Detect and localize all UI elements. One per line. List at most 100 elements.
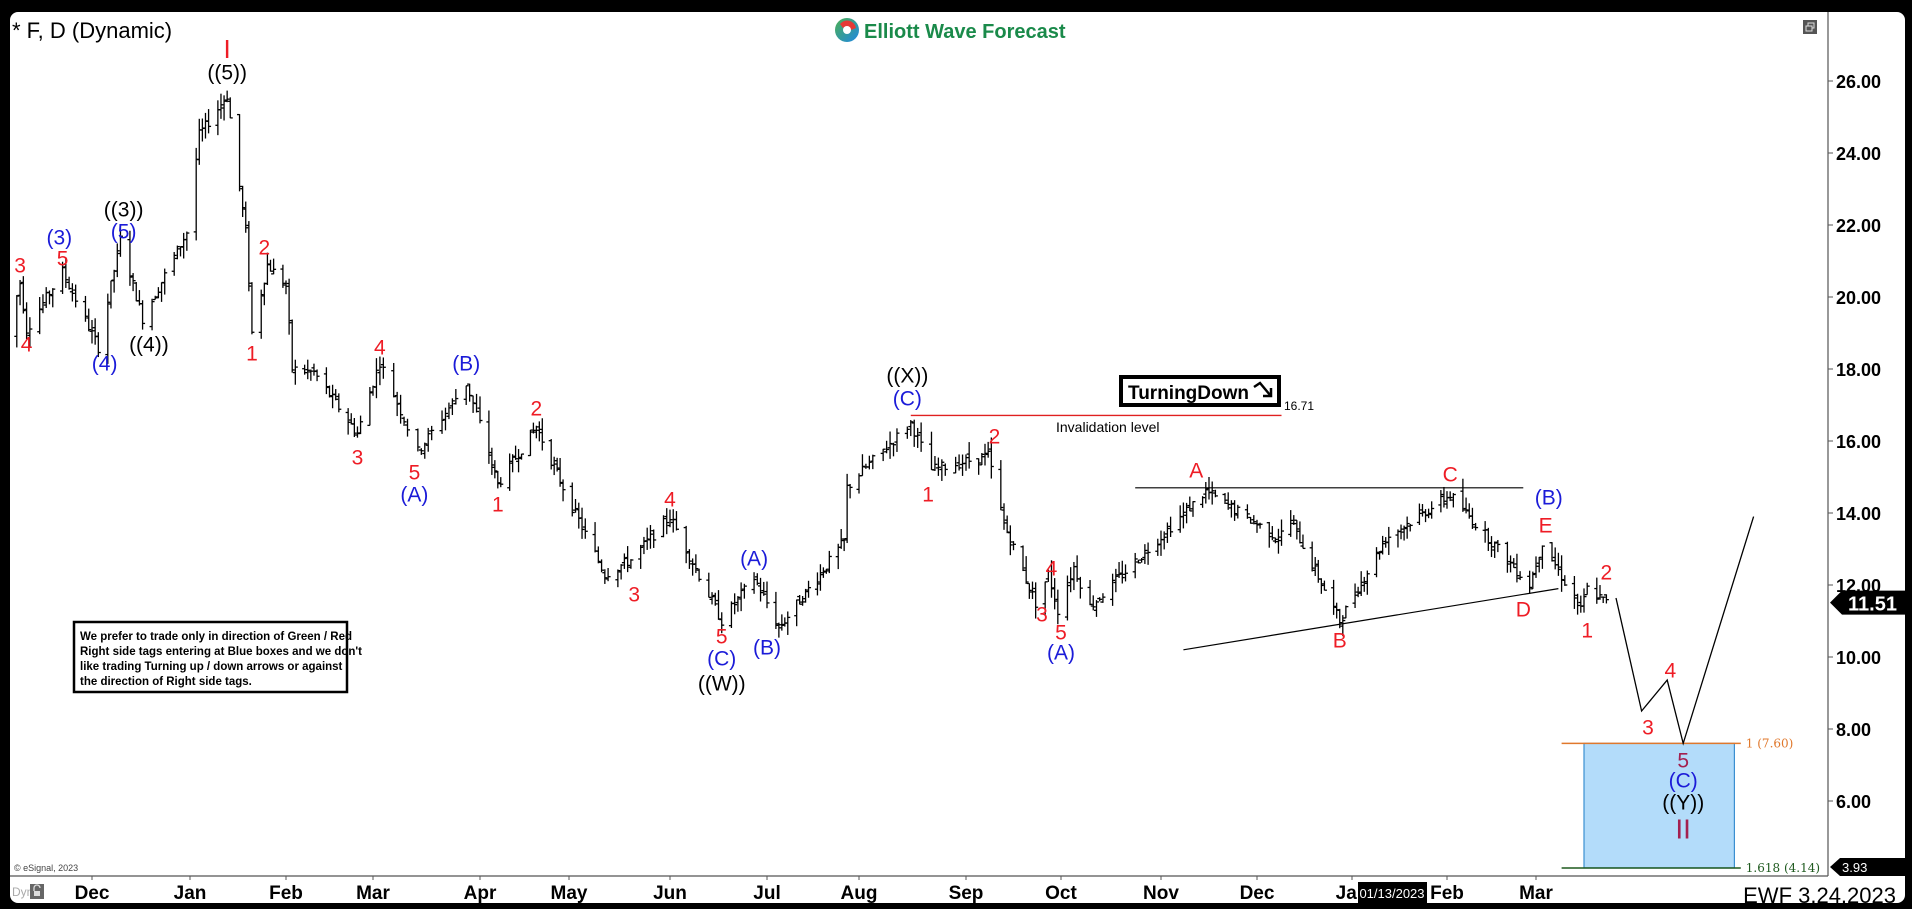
month-label: Feb — [269, 883, 303, 904]
dyn-label[interactable]: Dyn — [12, 885, 33, 899]
price-bar — [415, 428, 421, 452]
price-bar — [1321, 580, 1327, 591]
month-label: Oct — [1045, 883, 1077, 904]
scale-low-value: 3.93 — [1842, 860, 1867, 875]
price-bar — [625, 546, 631, 573]
price-tick-label: 14.00 — [1836, 504, 1881, 524]
wave-label: 3 — [1642, 716, 1654, 739]
price-bar — [985, 441, 991, 458]
price-bar — [1113, 568, 1119, 593]
price-bar — [880, 448, 886, 462]
price-bar — [754, 573, 760, 586]
price-bar — [915, 427, 921, 448]
price-bar — [1441, 486, 1447, 508]
price-bar — [1600, 596, 1606, 604]
price-bar — [1212, 489, 1218, 498]
time-axis[interactable]: Dec Jan Feb Mar Apr May Jun Jul Aug Sep Oct Nov Dec J… — [75, 876, 1554, 904]
price-bar — [1597, 585, 1603, 600]
price-bar — [227, 97, 233, 119]
price-bar — [1407, 523, 1413, 532]
price-bar — [1489, 536, 1494, 558]
price-bar — [1087, 580, 1093, 606]
wave-label: 3 — [14, 255, 26, 278]
price-bar — [1110, 573, 1116, 606]
price-bar — [1123, 564, 1129, 582]
price-bar — [114, 243, 120, 278]
wave-label: 5 — [57, 247, 69, 270]
price-bar — [696, 568, 702, 582]
price-bar — [449, 398, 455, 416]
month-label: Jul — [753, 883, 780, 904]
price-tick-label: 8.00 — [1836, 720, 1871, 740]
price-bar — [557, 458, 563, 487]
month-label: Jan — [174, 883, 207, 904]
price-bar — [1401, 525, 1407, 541]
price-bar — [806, 580, 812, 598]
month-label: Feb — [1430, 883, 1464, 904]
price-bar — [820, 567, 826, 578]
price-bar — [510, 454, 516, 473]
price-bar — [595, 546, 601, 564]
month-label: Jun — [653, 883, 687, 904]
price-bar — [367, 387, 373, 427]
price-bar — [82, 295, 88, 322]
price-bar — [686, 549, 692, 569]
lock-icon[interactable] — [30, 884, 44, 899]
wave-label: 2 — [989, 426, 1001, 449]
wave-label: (B) — [753, 637, 781, 660]
price-bar — [719, 612, 725, 634]
price-bar — [826, 550, 832, 574]
price-bar — [817, 564, 823, 591]
price-bar — [401, 416, 407, 426]
price-bar — [764, 581, 770, 609]
price-bar — [963, 454, 969, 471]
price-bar — [221, 95, 227, 121]
price-bar — [477, 396, 483, 424]
wave-label: (A) — [400, 484, 428, 507]
price-bar — [554, 457, 560, 472]
price-bar — [1312, 557, 1318, 576]
price-bar — [797, 594, 803, 605]
price-bar — [647, 525, 653, 549]
price-bar — [489, 447, 495, 475]
price-bar — [391, 362, 397, 398]
price-bar — [292, 359, 298, 385]
price-bar — [1355, 586, 1361, 598]
price-bar — [1361, 576, 1367, 592]
price-bar — [1135, 559, 1141, 564]
price-bar — [1581, 588, 1587, 613]
price-bar — [1331, 579, 1337, 615]
price-axis[interactable]: 6.008.0010.0012.0014.0016.0018.0020.0022… — [1828, 72, 1905, 876]
wave-label: ((5)) — [207, 62, 247, 85]
price-bar — [60, 261, 66, 294]
blue-target-box — [1583, 742, 1735, 869]
turning-down-label: TurningDown — [1128, 383, 1249, 404]
price-bar — [1555, 552, 1561, 576]
price-bar — [1559, 555, 1565, 592]
logo: Elliott Wave Forecast — [835, 18, 1066, 43]
price-bar — [894, 428, 900, 452]
price-bar — [1429, 501, 1435, 519]
price-bar — [130, 273, 136, 292]
price-bar — [1416, 503, 1422, 526]
price-bar — [1530, 571, 1536, 590]
price-bar — [174, 245, 180, 260]
price-bar — [569, 482, 575, 517]
price-bar — [1358, 571, 1364, 597]
wave-label: 3 — [628, 584, 640, 607]
price-bar — [66, 276, 72, 290]
price-bar — [751, 572, 757, 594]
price-bar — [1300, 534, 1306, 550]
price-bar — [50, 288, 56, 308]
price-tick-label: 16.00 — [1836, 432, 1881, 452]
price-bar — [1495, 539, 1501, 553]
price-bar — [86, 308, 92, 332]
price-bar — [463, 385, 469, 405]
price-bar — [667, 509, 673, 528]
window-restore-icon[interactable] — [1803, 20, 1817, 34]
price-bar — [405, 418, 411, 437]
wave-label: II — [1675, 814, 1691, 845]
wave-label: 5 — [716, 625, 728, 648]
price-bar — [333, 389, 339, 401]
